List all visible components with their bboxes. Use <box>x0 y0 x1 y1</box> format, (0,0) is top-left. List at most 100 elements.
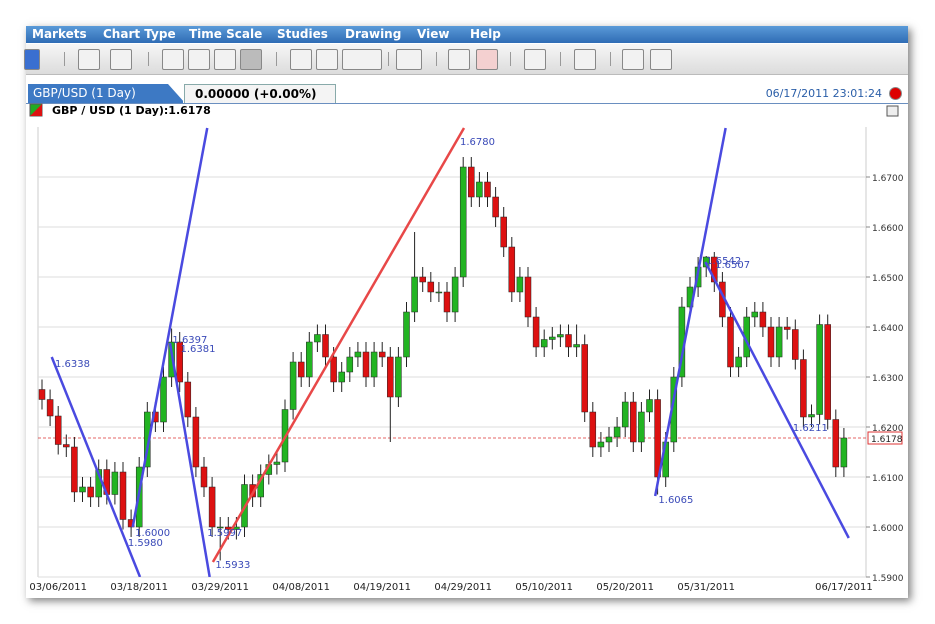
separator <box>64 52 65 66</box>
candle-body <box>46 399 54 417</box>
study-button[interactable] <box>290 49 312 70</box>
menu-item[interactable]: Chart Type <box>103 27 176 41</box>
candle-body <box>727 316 734 368</box>
trend-line <box>168 342 211 577</box>
candle-body <box>711 256 718 283</box>
candle-body <box>38 389 46 400</box>
separator <box>510 52 511 66</box>
candle-body <box>500 216 507 248</box>
annotation: 1.6338 <box>55 359 90 370</box>
candle-body <box>800 359 807 418</box>
candle-body <box>200 466 208 488</box>
annotation: 1.6397 <box>172 335 207 346</box>
x-tick-label: 06/17/2011 <box>815 582 873 593</box>
candle-button[interactable] <box>110 49 132 70</box>
candle-body <box>516 276 524 293</box>
annotation: 1.6780 <box>460 137 495 148</box>
menu-item[interactable]: Help <box>470 27 501 41</box>
candle-body <box>735 356 742 368</box>
trend-line <box>50 356 142 577</box>
delete-select-button[interactable] <box>448 49 470 70</box>
candle-body <box>297 361 305 378</box>
separator <box>610 52 611 66</box>
x-tick-label: 05/31/2011 <box>677 582 735 593</box>
x-tick-label: 04/29/2011 <box>434 582 492 593</box>
candle-body <box>411 276 418 313</box>
candle-body <box>435 291 443 294</box>
window-button[interactable] <box>574 49 596 70</box>
menu-item[interactable]: View <box>417 27 450 41</box>
candle-body <box>289 361 297 410</box>
x-tick-label: 05/20/2011 <box>596 582 654 593</box>
candle-body <box>443 291 451 313</box>
candle-body <box>783 326 791 330</box>
candle-body <box>370 351 378 378</box>
candle-body <box>208 486 216 528</box>
candle-body <box>192 416 200 468</box>
separator <box>148 52 149 66</box>
y-tick-label: 1.6300 <box>872 374 904 384</box>
menu-bar: Markets Chart Type Time Scale Studies Drawin… <box>26 26 908 43</box>
pointer-button[interactable] <box>24 49 40 70</box>
candle-body <box>468 166 475 198</box>
candle-body <box>476 181 483 198</box>
candle-body <box>767 326 775 358</box>
candle-body <box>176 341 183 383</box>
candle-body <box>387 356 394 398</box>
annotation: 1.6065 <box>658 495 693 506</box>
candle-body <box>71 446 78 493</box>
candle-body <box>54 415 62 445</box>
menu-item[interactable]: Time Scale <box>189 27 263 41</box>
candle-body <box>832 419 840 468</box>
menu-item[interactable]: Markets <box>32 27 87 41</box>
candle-body <box>816 324 823 415</box>
zoom-in-button[interactable] <box>162 49 184 70</box>
delete-button[interactable] <box>476 49 498 70</box>
candle-body <box>808 414 815 418</box>
candle-body <box>840 437 848 468</box>
candle-body <box>532 316 540 348</box>
candle-body <box>565 334 572 348</box>
add-button[interactable] <box>396 49 422 70</box>
candle-body <box>322 334 329 358</box>
candle-body <box>605 436 613 443</box>
y-tick-label: 1.6400 <box>872 324 904 334</box>
menu-item[interactable]: Drawing <box>345 27 402 41</box>
candle-body <box>160 376 167 423</box>
price-change: 0.00000 (+0.00%) <box>184 84 336 103</box>
zoom-button[interactable] <box>214 49 236 70</box>
draw-button[interactable] <box>342 49 382 70</box>
toolbar <box>24 44 908 75</box>
candle-body <box>338 371 345 383</box>
zoom-out-button[interactable] <box>188 49 210 70</box>
candle-body <box>249 484 256 498</box>
print-button[interactable] <box>524 49 546 70</box>
candle-body <box>524 276 532 318</box>
candle-body <box>330 356 337 383</box>
annotation: 1.6507 <box>715 260 750 271</box>
menu-item[interactable]: Studies <box>277 27 328 41</box>
live-indicator <box>889 87 902 100</box>
open-button[interactable] <box>622 49 644 70</box>
candle-body <box>306 341 313 378</box>
candle-body <box>354 351 362 358</box>
annotation: 1.6211 <box>793 423 828 434</box>
candle-body <box>184 381 192 418</box>
candle-body <box>403 311 410 358</box>
candle-body <box>557 334 564 338</box>
bar-chart-button[interactable] <box>78 49 100 70</box>
zoom-reset-button[interactable] <box>240 49 262 70</box>
annotation: 1.6000 <box>135 528 170 539</box>
candle-body <box>395 356 402 398</box>
x-tick-label: 04/08/2011 <box>272 582 330 593</box>
save-button[interactable] <box>650 49 672 70</box>
candle-body <box>451 276 459 313</box>
annotation: 1.6542 <box>706 256 741 267</box>
candle-body <box>87 486 94 498</box>
candle-body <box>589 411 597 448</box>
candle-body <box>63 444 70 448</box>
collapse-button[interactable] <box>886 105 899 117</box>
separator <box>560 52 561 66</box>
symbol-tab[interactable]: GBP/USD (1 Day) <box>28 84 183 103</box>
trend-button[interactable] <box>316 49 338 70</box>
